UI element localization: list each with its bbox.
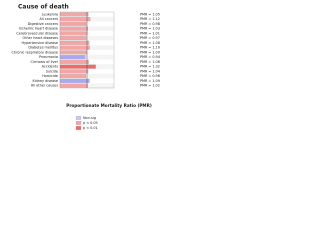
- value-label: PMR = 1.06: [140, 60, 160, 64]
- bar: [59, 55, 86, 60]
- value-label: PMR = 1.01: [140, 31, 160, 35]
- bar: [59, 78, 90, 83]
- legend-swatch: [75, 116, 82, 120]
- legend-swatch: [75, 121, 82, 125]
- bar: [59, 40, 90, 45]
- chart: Cause of death Proportionate Mortality R…: [12, 4, 160, 131]
- category-label: Digestive cancers: [28, 22, 58, 26]
- legend-label: Non-sig: [83, 116, 96, 120]
- category-label: Diabetes mellitus: [28, 46, 58, 50]
- category-label: Ischemic heart disease: [19, 27, 58, 31]
- category-label: Suicide: [46, 69, 58, 73]
- value-label: PMR = 0.94: [140, 55, 160, 59]
- value-label: PMR = 1.00: [140, 50, 160, 54]
- value-label: PMR = 1.02: [140, 84, 160, 88]
- category-label: Leukemia: [42, 12, 58, 16]
- legend-label: p < 0.05: [83, 121, 98, 125]
- legend-swatch: [75, 126, 82, 130]
- bar: [59, 59, 89, 64]
- category-label: Chronic respiratory disease: [12, 50, 58, 54]
- bar: [59, 83, 88, 88]
- category-label: Other heart diseases: [23, 36, 59, 40]
- bar: [59, 69, 89, 74]
- category-label: Pneumonia: [39, 55, 58, 59]
- category-label: Accidents: [42, 65, 59, 69]
- value-label: PMR = 1.05: [140, 12, 160, 16]
- value-label: PMR = 0.96: [140, 74, 160, 78]
- bar: [59, 50, 88, 55]
- bar: [59, 26, 88, 31]
- category-label: All cancers: [40, 17, 59, 21]
- bar: [59, 12, 89, 17]
- value-label: PMR = 1.08: [140, 41, 160, 45]
- value-label: PMR = 0.97: [140, 36, 160, 40]
- category-label: All other causes: [31, 84, 58, 88]
- category-label: Kidney disease: [32, 79, 58, 83]
- value-label: PMR = 1.04: [140, 69, 160, 73]
- category-label: Cirrhosis of liver: [31, 60, 59, 64]
- value-label: PMR = 1.12: [140, 17, 160, 21]
- bar: [59, 45, 90, 50]
- chart-title: Cause of death: [18, 4, 69, 11]
- value-label: PMR = 1.09: [140, 79, 160, 83]
- bar: [59, 17, 91, 22]
- category-label: Hypertensive disease: [21, 41, 58, 45]
- bar: [59, 31, 88, 36]
- value-label: PMR = 0.98: [140, 22, 160, 26]
- category-label: Homicide: [42, 74, 58, 78]
- value-label: PMR = 1.10: [140, 46, 160, 50]
- x-axis-label: Proportionate Mortality Ratio (PMR): [66, 103, 152, 108]
- bar: [59, 36, 87, 41]
- value-label: PMR = 1.03: [140, 27, 160, 31]
- bar: [59, 74, 87, 79]
- legend-label: p < 0.01: [83, 126, 98, 130]
- bar: [59, 21, 87, 26]
- bar: [59, 64, 96, 69]
- category-label: Cerebrovascular disease: [16, 31, 58, 35]
- value-label: PMR = 1.32: [140, 65, 160, 69]
